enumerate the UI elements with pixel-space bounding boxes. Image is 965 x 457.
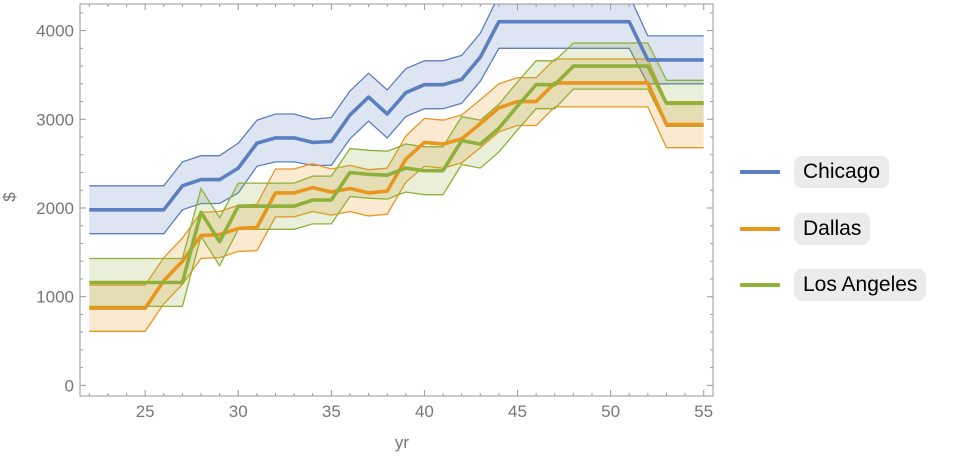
legend-swatch-los-angeles <box>740 283 780 287</box>
x-tick-label: 45 <box>508 402 527 421</box>
series-line-dallas <box>89 81 704 311</box>
band-upper-chicago <box>89 4 704 187</box>
x-axis-title: yr <box>395 433 410 452</box>
legend-swatch-dallas <box>740 227 780 231</box>
legend-label-dallas: Dallas <box>794 213 871 245</box>
y-tick-label: 2000 <box>36 199 74 218</box>
band-lower-chicago <box>89 47 704 235</box>
band-upper-dallas <box>89 58 704 286</box>
band-lower-dallas <box>89 106 704 332</box>
y-tick-label: 4000 <box>36 22 74 41</box>
y-tick-label: 3000 <box>36 110 74 129</box>
band-chicago <box>89 4 704 234</box>
plot-frame <box>79 3 714 397</box>
series-lines <box>89 19 704 311</box>
legend-item-los-angeles: Los Angeles <box>740 267 927 303</box>
y-axis-title: $ <box>0 192 19 202</box>
x-tick-label: 25 <box>136 402 155 421</box>
legend-label-los-angeles: Los Angeles <box>794 269 927 301</box>
legend-item-chicago: Chicago <box>740 154 890 190</box>
x-tick-label: 40 <box>415 402 434 421</box>
x-tick-label: 35 <box>322 402 341 421</box>
x-tick-label: 30 <box>229 402 248 421</box>
x-tick-label: 50 <box>601 402 620 421</box>
y-tick-label: 0 <box>65 376 74 395</box>
legend-swatch-chicago <box>740 170 780 174</box>
legend-item-dallas: Dallas <box>740 211 871 247</box>
y-tick-label: 1000 <box>36 288 74 307</box>
axis-ticks: 25 30 35 40 45 50 55 0 1000 2000 3000 4000 <box>36 4 713 421</box>
x-tick-label: 55 <box>694 402 713 421</box>
series-line-los-angeles <box>89 64 704 285</box>
band-lower-los-angeles <box>89 88 704 308</box>
axes-frame <box>79 3 714 397</box>
legend-label-chicago: Chicago <box>794 156 890 188</box>
band-upper-los-angeles <box>89 42 704 260</box>
series-line-chicago <box>89 19 704 212</box>
